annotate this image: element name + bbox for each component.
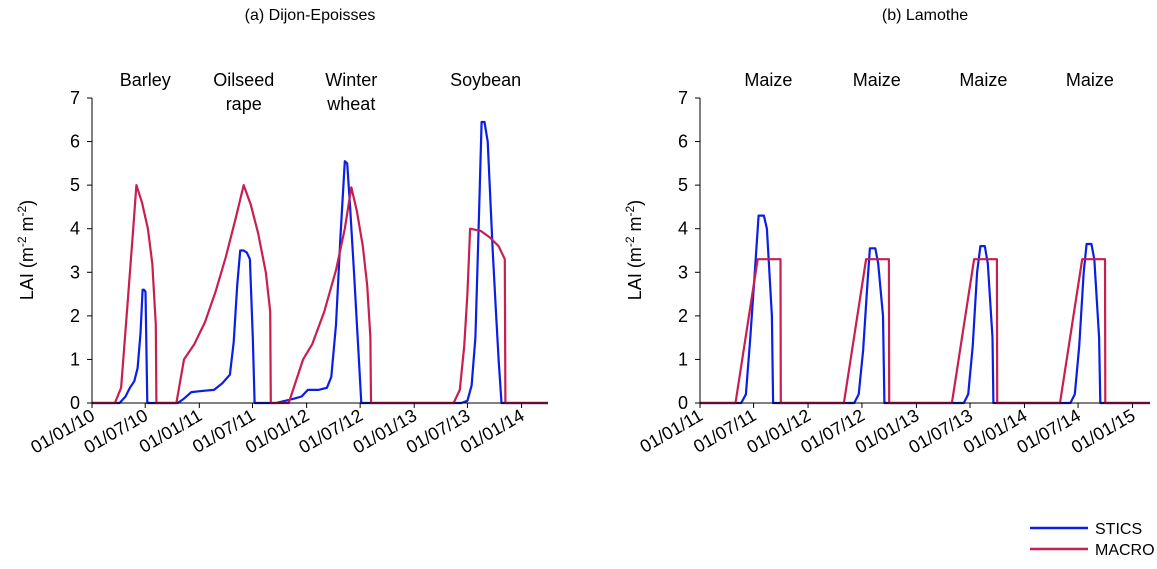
y-tick-label: 7	[678, 88, 688, 108]
y-tick-label: 6	[678, 132, 688, 152]
crop-label: Soybean	[450, 70, 521, 90]
y-tick-label: 4	[70, 219, 80, 239]
y-axis-label: LAI (m-2 m-2)	[15, 200, 37, 300]
y-axis-label-part: -2	[623, 236, 637, 247]
y-tick-label: 6	[70, 132, 80, 152]
crop-label: Maize	[959, 70, 1007, 90]
legend: STICS MACRO	[1030, 521, 1155, 559]
y-tick-label: 0	[678, 393, 688, 413]
y-axis-label-part: -2	[623, 205, 637, 216]
series-line-stics	[92, 120, 548, 405]
y-tick-label: 5	[678, 175, 688, 195]
y-axis-label-part: )	[17, 200, 37, 206]
y-tick-label: 2	[678, 306, 688, 326]
y-axis-label-part: -2	[15, 236, 29, 247]
y-tick-label: 2	[70, 306, 80, 326]
y-tick-label: 1	[678, 349, 688, 369]
y-tick-label: 0	[70, 393, 80, 413]
series-line-stics	[700, 214, 1150, 405]
crop-label: Barley	[120, 70, 171, 90]
crop-label: Maize	[744, 70, 792, 90]
y-tick-label: 3	[678, 262, 688, 282]
y-axis-label-part: -2	[15, 205, 29, 216]
panel-dijon-epoisses: (a) Dijon-Epoisses 0123456701/01/1001/07…	[15, 7, 548, 458]
legend-item-stics: STICS	[1030, 521, 1142, 538]
crop-label: Winter	[325, 70, 377, 90]
panel-title: (b) Lamothe	[882, 7, 968, 24]
y-axis-label-part: m	[625, 216, 645, 236]
panel-lamothe: (b) Lamothe 0123456701/01/1101/07/1101/0…	[623, 7, 1150, 458]
y-tick-label: 5	[70, 175, 80, 195]
legend-item-macro: MACRO	[1030, 542, 1155, 559]
panel-title: (a) Dijon-Epoisses	[245, 7, 376, 24]
y-axis-label-part: LAI (m	[625, 247, 645, 300]
legend-label-stics: STICS	[1095, 521, 1142, 538]
y-tick-label: 3	[70, 262, 80, 282]
y-tick-label: 7	[70, 88, 80, 108]
y-axis-label-part: )	[625, 200, 645, 206]
y-axis-label: LAI (m-2 m-2)	[623, 200, 645, 300]
crop-label: Oilseed	[213, 70, 274, 90]
crop-label: wheat	[326, 94, 375, 114]
crop-label: rape	[226, 94, 262, 114]
y-axis-label-part: LAI (m	[17, 247, 37, 300]
legend-label-macro: MACRO	[1095, 542, 1155, 559]
y-tick-label: 4	[678, 219, 688, 239]
crop-label: Maize	[1066, 70, 1114, 90]
y-tick-label: 1	[70, 349, 80, 369]
crop-label: Maize	[853, 70, 901, 90]
y-axis-label-part: m	[17, 216, 37, 236]
